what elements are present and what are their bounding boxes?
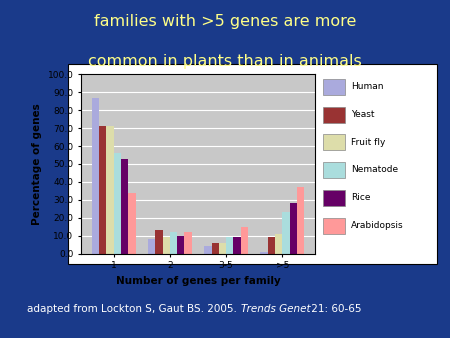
Bar (121, 159, 128, 254)
Bar (323, 162, 345, 178)
Bar (148, 239, 155, 254)
Bar (155, 230, 162, 254)
Text: adapted from Lockton S, Gaut BS. 2005.: adapted from Lockton S, Gaut BS. 2005. (27, 304, 240, 314)
Bar (275, 234, 283, 254)
Bar (113, 153, 121, 254)
Bar (323, 106, 345, 123)
Text: common in plants than in animals: common in plants than in animals (88, 54, 362, 69)
Bar (268, 237, 275, 254)
Bar (128, 193, 135, 254)
Bar (170, 232, 177, 254)
Bar (204, 246, 212, 254)
Bar (99, 126, 106, 254)
Text: Fruit fly: Fruit fly (351, 138, 386, 147)
Text: Trends Genet: Trends Genet (241, 304, 310, 314)
Bar (323, 135, 345, 150)
Bar (323, 79, 345, 95)
Text: Nematode: Nematode (351, 165, 398, 174)
Bar (184, 232, 192, 254)
Text: Rice: Rice (351, 193, 371, 202)
Bar (212, 243, 219, 254)
Bar (234, 237, 241, 254)
Text: 21: 60-65: 21: 60-65 (308, 304, 362, 314)
Bar (290, 203, 297, 254)
Bar (106, 126, 113, 254)
X-axis label: Number of genes per family: Number of genes per family (116, 276, 280, 286)
Text: Human: Human (351, 82, 383, 91)
Bar (226, 237, 234, 254)
Text: families with >5 genes are more: families with >5 genes are more (94, 14, 356, 28)
Bar (162, 237, 170, 254)
Bar (219, 243, 226, 254)
Bar (323, 190, 345, 206)
Bar (177, 236, 184, 254)
Bar (283, 212, 290, 254)
Bar (241, 227, 248, 254)
Text: Arabidopsis: Arabidopsis (351, 221, 404, 230)
Y-axis label: Percentage of genes: Percentage of genes (32, 103, 42, 225)
Bar (92, 98, 99, 254)
Bar (297, 187, 304, 254)
Bar (323, 218, 345, 234)
Bar (261, 252, 268, 254)
Text: Yeast: Yeast (351, 110, 374, 119)
